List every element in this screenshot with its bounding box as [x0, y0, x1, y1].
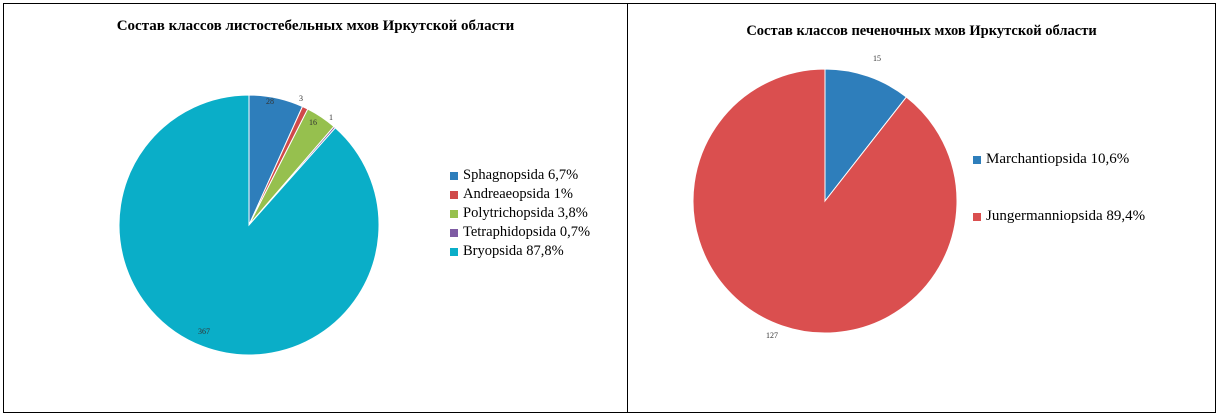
data-label-bryopsida: 367	[198, 327, 210, 336]
pie-slice-marchantiopsida	[824, 68, 908, 203]
legend-label: Marchantiopsida 10,6%	[986, 151, 1130, 167]
legend-item-tetraphidopsida: Tetraphidopsida 0,7%	[450, 223, 590, 242]
pie-chart-mosses: 28 3 16 1 367	[118, 94, 380, 356]
legend-swatch	[450, 228, 458, 237]
data-label-sphagnopsida: 28	[266, 97, 274, 106]
legend: Sphagnopsida 6,7% Andreaeopsida 1% Polytri…	[450, 166, 590, 261]
legend: Marchantiopsida 10,6% Jungermanniopsida 8…	[973, 150, 1145, 226]
legend-item-jungermanniopsida: Jungermanniopsida 89,4%	[973, 207, 1145, 226]
legend-label: Sphagnopsida 6,7%	[463, 167, 579, 183]
chart-panel-mosses: Состав классов листостебельных мхов Ирку…	[3, 3, 628, 413]
legend-item-bryopsida: Bryopsida 87,8%	[450, 242, 590, 261]
legend-item-marchantiopsida: Marchantiopsida 10,6%	[973, 150, 1145, 169]
legend-swatch	[973, 155, 981, 164]
legend-label: Bryopsida 87,8%	[463, 243, 564, 259]
legend-item-sphagnopsida: Sphagnopsida 6,7%	[450, 166, 590, 185]
legend-swatch	[450, 209, 458, 218]
chart-panel-liverworts: Состав классов печеночных мхов Иркутской…	[627, 3, 1216, 413]
pie-slice-bryopsida	[118, 94, 380, 356]
chart-title: Состав классов печеночных мхов Иркутской…	[746, 23, 1097, 39]
legend-swatch	[450, 190, 458, 199]
legend-label: Andreaeopsida 1%	[463, 186, 573, 202]
data-label-polytrichopsida: 16	[309, 118, 317, 127]
pie-chart-liverworts: 15 127	[692, 54, 958, 340]
data-label-marchantiopsida: 15	[873, 54, 881, 63]
legend-item-polytrichopsida: Polytrichopsida 3,8%	[450, 204, 590, 223]
legend-label: Polytrichopsida 3,8%	[463, 205, 588, 221]
legend-swatch	[973, 212, 981, 221]
chart-title: Состав классов листостебельных мхов Ирку…	[116, 18, 515, 34]
legend-label: Tetraphidopsida 0,7%	[463, 224, 591, 240]
pie-slice-jungermanniopsida	[692, 68, 958, 334]
data-label-andreaeopsida: 3	[299, 94, 303, 103]
legend-swatch	[450, 171, 458, 180]
legend-label: Jungermanniopsida 89,4%	[986, 208, 1146, 224]
data-label-jungermanniopsida: 127	[766, 331, 778, 340]
legend-swatch	[450, 247, 458, 256]
legend-item-andreaeopsida: Andreaeopsida 1%	[450, 185, 590, 204]
data-label-tetraphidopsida: 1	[329, 113, 333, 122]
